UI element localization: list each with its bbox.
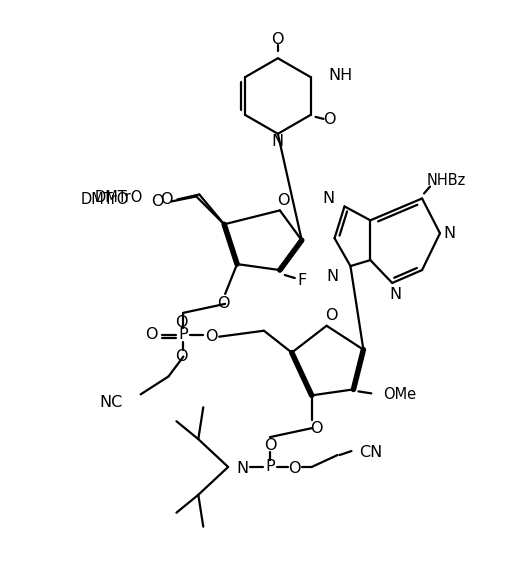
Text: N: N (326, 269, 338, 283)
Text: O: O (271, 32, 283, 47)
Text: O: O (288, 461, 300, 477)
Text: P: P (178, 327, 188, 342)
Text: F: F (296, 273, 306, 288)
Text: N: N (388, 287, 400, 302)
Text: N: N (322, 191, 334, 206)
Text: N: N (271, 134, 283, 149)
Text: O: O (175, 349, 187, 364)
Text: O: O (263, 438, 276, 452)
Text: CN: CN (359, 445, 382, 460)
Text: NH: NH (328, 67, 352, 83)
Text: N: N (443, 226, 455, 241)
Text: DMTrO: DMTrO (80, 192, 128, 207)
Text: P: P (265, 460, 274, 474)
Text: O: O (325, 309, 337, 323)
Text: O: O (160, 192, 172, 207)
Text: O: O (205, 329, 217, 344)
Text: O: O (217, 296, 229, 311)
Text: N: N (235, 461, 247, 477)
Text: O: O (175, 315, 187, 330)
Text: OMe: OMe (382, 387, 416, 402)
Text: O: O (277, 193, 289, 208)
Text: O: O (323, 112, 335, 128)
Text: O: O (150, 194, 163, 209)
Text: O: O (310, 421, 322, 436)
Text: NC: NC (99, 395, 123, 410)
Text: O: O (145, 327, 158, 342)
Text: NHBz: NHBz (426, 173, 466, 188)
Text: DMTrO: DMTrO (94, 190, 142, 205)
